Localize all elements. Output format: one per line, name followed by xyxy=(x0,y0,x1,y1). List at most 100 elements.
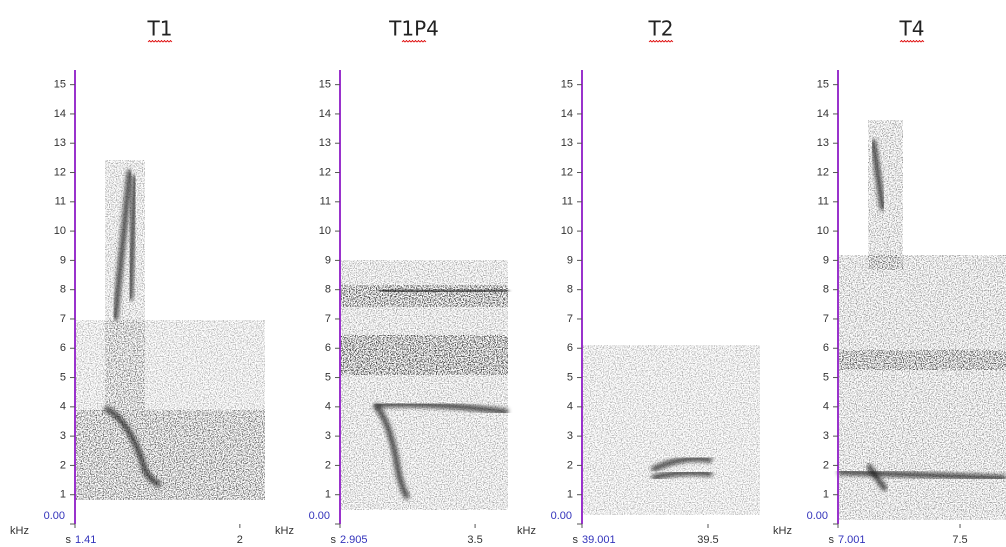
y-tick-label: 8 xyxy=(823,284,829,296)
y-tick-label: 11 xyxy=(55,196,66,208)
y-tick-label: 10 xyxy=(561,225,573,237)
x-axis-label: s xyxy=(66,534,72,546)
y-axis-label: kHz xyxy=(773,525,792,537)
chart-title: T4 xyxy=(899,17,925,41)
y-tick-label: 11 xyxy=(320,196,331,208)
y-tick-label: 10 xyxy=(319,225,331,237)
y-tick-label: 3 xyxy=(60,430,66,442)
y-axis-label: kHz xyxy=(275,525,294,537)
spell-underline xyxy=(648,39,674,43)
y-tick-label: 11 xyxy=(818,196,829,208)
y-tick-label: 10 xyxy=(817,225,829,237)
spectrogram-trace xyxy=(103,405,162,488)
spectrogram-noise xyxy=(340,285,508,307)
y-tick-label: 7 xyxy=(823,313,829,325)
y-tick-label: 5 xyxy=(60,371,66,383)
spell-underline xyxy=(401,39,427,43)
spell-underline xyxy=(147,39,173,43)
spectrogram-trace xyxy=(379,287,509,294)
x-tick-label: 3.5 xyxy=(467,534,482,546)
y-tick-label: 8 xyxy=(60,284,66,296)
chart-title: T1 xyxy=(147,17,173,41)
y-tick-label: 2 xyxy=(823,459,829,471)
spectrogram-trace xyxy=(651,470,713,481)
y-tick-label: 7 xyxy=(325,313,331,325)
y-tick-label: 11 xyxy=(562,196,573,208)
spectrogram-noise xyxy=(582,345,760,515)
y-tick-label: 13 xyxy=(54,137,66,149)
y-tick-label: 13 xyxy=(561,137,573,149)
x-axis-label: s xyxy=(829,534,835,546)
x-axis-label: s xyxy=(573,534,579,546)
spectrogram-trace xyxy=(112,169,133,321)
y-tick-label: 9 xyxy=(60,254,66,266)
x-axis-label: s xyxy=(331,534,337,546)
spectrogram-trace xyxy=(127,174,138,301)
y-tick-label: 9 xyxy=(325,254,331,266)
y-tick-label: 14 xyxy=(319,108,331,120)
y-tick-label: 15 xyxy=(817,79,829,91)
y-tick-label: 10 xyxy=(54,225,66,237)
spectrogram-noise xyxy=(838,255,1006,520)
spectrogram-noise xyxy=(838,350,1006,370)
y-tick-label: 4 xyxy=(325,401,331,413)
y-tick-label: 3 xyxy=(823,430,829,442)
y-tick-label: 0.00 xyxy=(551,510,572,522)
y-tick-label: 1 xyxy=(567,489,573,501)
y-tick-label: 15 xyxy=(319,79,331,91)
y-tick-label: 12 xyxy=(54,166,66,178)
y-tick-label: 1 xyxy=(60,489,66,501)
y-tick-label: 5 xyxy=(567,371,573,383)
y-tick-label: 0.00 xyxy=(807,510,828,522)
x-tick-label: 7.5 xyxy=(952,534,967,546)
chart-title: T1P4 xyxy=(388,17,439,41)
y-tick-label: 14 xyxy=(54,108,66,120)
y-tick-label: 3 xyxy=(567,430,573,442)
x-tick-label: 39.001 xyxy=(582,534,616,546)
x-tick-label: 7.001 xyxy=(838,534,866,546)
spectrogram-trace xyxy=(870,139,886,211)
spectrogram-trace xyxy=(837,469,1006,481)
y-tick-label: 7 xyxy=(60,313,66,325)
y-tick-label: 15 xyxy=(54,79,66,91)
y-tick-label: 4 xyxy=(60,401,66,413)
x-tick-label: 2.905 xyxy=(340,534,368,546)
spectrogram-noise xyxy=(340,335,508,375)
y-tick-label: 6 xyxy=(567,342,573,354)
y-tick-label: 12 xyxy=(319,166,331,178)
y-tick-label: 6 xyxy=(325,342,331,354)
spectrogram-trace xyxy=(373,403,411,500)
y-tick-label: 6 xyxy=(823,342,829,354)
y-axis-label: kHz xyxy=(517,525,536,537)
y-tick-label: 9 xyxy=(567,254,573,266)
x-tick-label: 2 xyxy=(237,534,243,546)
y-tick-label: 4 xyxy=(567,401,573,413)
y-tick-label: 4 xyxy=(823,401,829,413)
y-tick-label: 2 xyxy=(60,459,66,471)
y-tick-label: 12 xyxy=(561,166,573,178)
y-tick-label: 12 xyxy=(817,166,829,178)
y-tick-label: 5 xyxy=(823,371,829,383)
y-tick-label: 0.00 xyxy=(44,510,65,522)
y-tick-label: 1 xyxy=(823,489,829,501)
y-tick-label: 0.00 xyxy=(309,510,330,522)
spectrogram-trace xyxy=(374,401,509,415)
y-tick-label: 3 xyxy=(325,430,331,442)
spectrogram-noise xyxy=(75,410,265,500)
y-tick-label: 2 xyxy=(325,459,331,471)
y-tick-label: 8 xyxy=(325,284,331,296)
y-axis-label: kHz xyxy=(10,525,29,537)
y-tick-label: 13 xyxy=(319,137,331,149)
y-tick-label: 1 xyxy=(325,489,331,501)
y-tick-label: 14 xyxy=(561,108,573,120)
spectrogram-trace xyxy=(865,463,888,492)
spell-underline xyxy=(899,39,925,43)
chart-title: T2 xyxy=(648,17,674,41)
y-tick-label: 7 xyxy=(567,313,573,325)
y-tick-label: 9 xyxy=(823,254,829,266)
